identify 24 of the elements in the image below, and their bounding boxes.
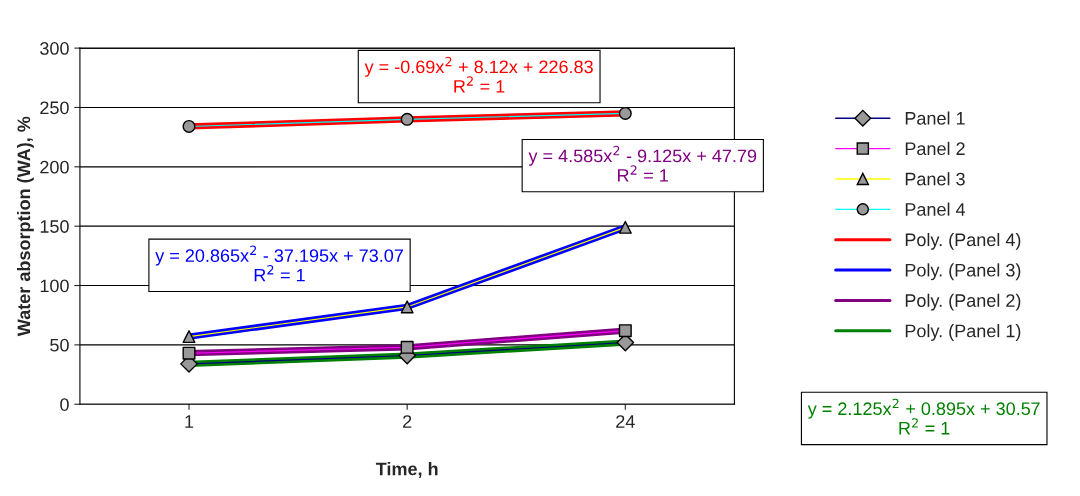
legend-label: Panel 1 <box>905 111 965 125</box>
x-tick-label: 24 <box>616 415 635 428</box>
legend-label: Poly. (Panel 3) <box>905 263 1021 281</box>
y-tick-label: 50 <box>50 338 69 352</box>
text: y = 2.125x$^{2}$ + 0.895x + 30.57 R$^{2}$ = 1 <box>807 398 1040 435</box>
y-tick-label: 150 <box>40 220 69 233</box>
legend-label: Poly. (Panel 4) <box>905 232 1021 250</box>
y-tick-label: 300 <box>40 42 69 55</box>
x-axis-title: Time, h <box>375 462 438 478</box>
y-tick-label: 200 <box>40 160 69 174</box>
legend-label: Panel 2 <box>905 141 965 156</box>
legend-label: Panel 4 <box>905 202 966 216</box>
annotation: y = 20.865x$^{2}$ - 37.195x + 73.07 R$^{2}$ = 1 <box>155 245 403 282</box>
annotation: y = 4.585x$^{2}$ - 9.125x + 47.79 R$^{2}$ = 1 <box>528 145 757 182</box>
y-tick-label: 250 <box>40 101 69 115</box>
x-tick-label: 2 <box>403 415 412 428</box>
y-tick-label: 0 <box>60 398 69 411</box>
legend-label: Poly. (Panel 1) <box>905 324 1021 341</box>
legend-label: Poly. (Panel 2) <box>905 293 1021 311</box>
x-tick-label: 1 <box>185 415 194 428</box>
annotation: y = -0.69x$^{2}$ + 8.12x + 226.83 R$^{2}$ = 1 <box>364 56 593 93</box>
legend-label: Panel 3 <box>905 172 965 186</box>
y-axis-title: Water absorption (WA), % <box>16 116 34 337</box>
y-tick-label: 100 <box>40 279 69 293</box>
